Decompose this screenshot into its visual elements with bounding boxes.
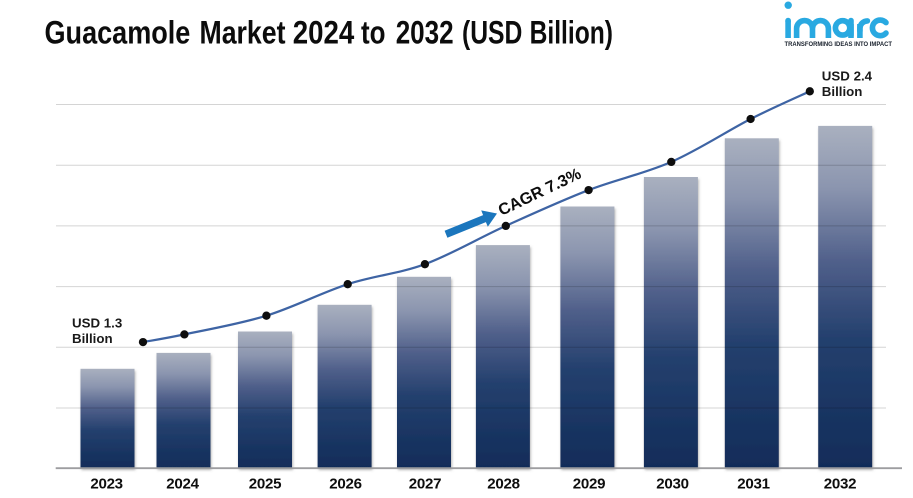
svg-text:2030: 2030 <box>656 475 688 492</box>
svg-text:Billion): Billion) <box>530 15 613 51</box>
svg-text:2029: 2029 <box>573 475 605 492</box>
svg-text:Guacamole: Guacamole <box>45 15 191 51</box>
svg-text:2026: 2026 <box>329 475 361 492</box>
svg-text:Market: Market <box>200 15 286 51</box>
svg-text:2031: 2031 <box>737 475 769 492</box>
svg-text:2025: 2025 <box>249 475 281 492</box>
svg-text:2032: 2032 <box>396 15 454 51</box>
svg-text:2028: 2028 <box>487 475 519 492</box>
svg-text:(USD: (USD <box>462 15 522 51</box>
svg-text:2023: 2023 <box>90 475 122 492</box>
svg-text:2024: 2024 <box>166 475 199 492</box>
svg-text:USD 1.3: USD 1.3 <box>72 315 122 330</box>
svg-text:Billion: Billion <box>72 331 113 346</box>
svg-text:2024: 2024 <box>293 15 355 51</box>
svg-text:TRANSFORMING IDEAS INTO IMPACT: TRANSFORMING IDEAS INTO IMPACT <box>785 41 893 48</box>
svg-text:to: to <box>361 15 385 51</box>
svg-text:2027: 2027 <box>409 475 441 492</box>
svg-text:Billion: Billion <box>822 84 863 99</box>
svg-text:USD 2.4: USD 2.4 <box>822 69 873 84</box>
svg-text:2032: 2032 <box>824 475 856 492</box>
